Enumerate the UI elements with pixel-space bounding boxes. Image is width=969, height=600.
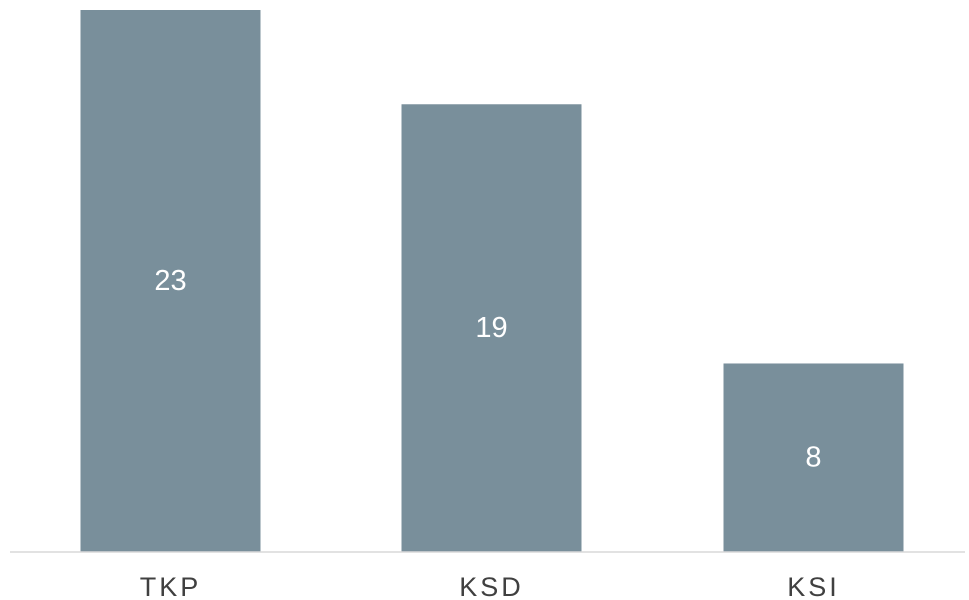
bars-group (80, 10, 904, 553)
bar-ksd (401, 104, 582, 553)
data-labels-group: 23 19 8 (154, 265, 821, 474)
bar-ksi (723, 363, 904, 552)
x-tick-label-tkp: TKP (140, 572, 202, 600)
x-tick-label-ksi: KSI (787, 572, 840, 600)
data-label-tkp: 23 (154, 265, 186, 297)
x-tick-labels-group: TKP KSD KSI (140, 572, 840, 600)
x-tick-label-ksd: KSD (459, 572, 524, 600)
bar-tkp (80, 10, 261, 552)
data-label-ksd: 19 (475, 312, 507, 344)
data-label-ksi: 8 (805, 442, 821, 474)
